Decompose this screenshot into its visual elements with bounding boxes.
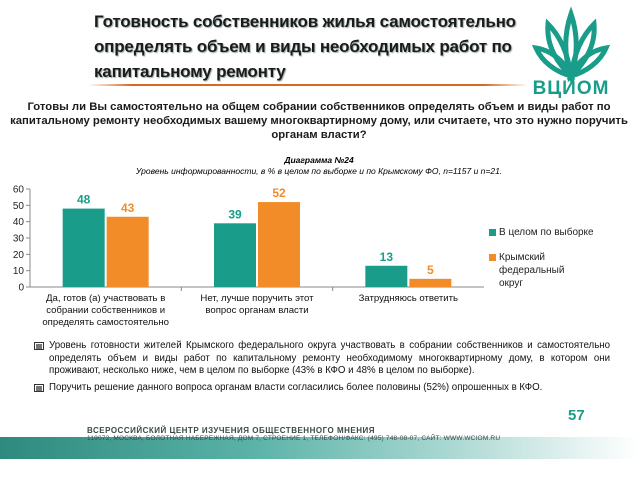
bar	[214, 223, 256, 287]
conclusion-item: Уровень готовности жителей Крымского фед…	[34, 340, 610, 378]
bar	[62, 208, 105, 287]
wciom-logo-icon	[531, 6, 611, 84]
data-label: 39	[228, 207, 242, 221]
conclusion-text: Поручить решение данного вопроса органам…	[49, 381, 543, 393]
bar-chart: 0 10 20 30 40 50 60 48 43 Да, готов (а) участвова…	[13, 185, 484, 328]
title-underline	[88, 84, 528, 86]
data-label: 5	[427, 263, 434, 277]
category-label: Нет, лучше поручить этот	[200, 293, 314, 304]
checkbox-bullet-icon	[34, 383, 44, 392]
conclusions-list: Уровень готовности жителей Крымского фед…	[34, 340, 610, 398]
footer-address: 119072, МОСКВА, БОЛОТНАЯ НАБЕРЕЖНАЯ, ДОМ…	[87, 435, 501, 442]
page-number: 57	[568, 407, 585, 424]
conclusion-item: Поручить решение данного вопроса органам…	[34, 382, 610, 395]
data-label: 48	[77, 193, 91, 207]
bar	[258, 202, 300, 287]
bar	[409, 278, 452, 287]
logo-text: ВЦИОМ	[532, 78, 610, 99]
y-tick-label: 40	[13, 217, 25, 228]
survey-question: Готовы ли Вы самостоятельно на общем соб…	[10, 101, 628, 141]
footer-organization: ВСЕРОССИЙСКИЙ ЦЕНТР ИЗУЧЕНИЯ ОБЩЕСТВЕННО…	[87, 426, 376, 435]
legend-item-crimea: Крымский федеральный округ	[489, 251, 611, 290]
category-label: вопрос органам власти	[205, 305, 308, 316]
checkbox-bullet-icon	[34, 342, 44, 350]
legend-swatch-crimea	[489, 254, 496, 261]
y-tick-label: 20	[13, 250, 25, 261]
category-label: определять самостоятельно	[42, 317, 169, 328]
data-label: 43	[121, 201, 135, 215]
diagram-number: Диаграмма №24	[284, 155, 354, 165]
diagram-subtitle: Уровень информированности, в % в целом п…	[135, 166, 503, 176]
category-label: Затрудняюсь ответить	[359, 293, 458, 304]
title-line-1: Готовность собственников жилья самостоят…	[94, 12, 516, 31]
category-label: Да, готов (а) участвовать в	[46, 293, 165, 304]
y-tick-label: 30	[13, 234, 25, 245]
bar	[365, 265, 408, 287]
conclusion-text: Уровень готовности жителей Крымского фед…	[49, 340, 610, 376]
footer-bar	[0, 437, 638, 459]
y-tick-label: 10	[13, 266, 25, 277]
legend-item-overall: В целом по выборке	[489, 226, 611, 239]
data-label: 13	[380, 250, 394, 264]
data-label: 52	[272, 186, 286, 200]
chart-legend: В целом по выборке Крымский федеральный …	[489, 226, 611, 302]
y-tick-label: 50	[13, 201, 25, 212]
bar	[106, 216, 149, 287]
y-tick-label: 60	[13, 185, 25, 196]
legend-swatch-overall	[489, 229, 496, 236]
legend-label-overall: В целом по выборке	[499, 227, 594, 238]
legend-label-crimea: Крымский федеральный округ	[499, 252, 565, 289]
title-line-3: капитальному ремонту	[94, 62, 286, 81]
title-line-2: определять объем и виды необходимых рабо…	[94, 37, 512, 56]
y-tick-label: 0	[18, 283, 24, 294]
category-label: собрании собственников и	[46, 305, 165, 316]
